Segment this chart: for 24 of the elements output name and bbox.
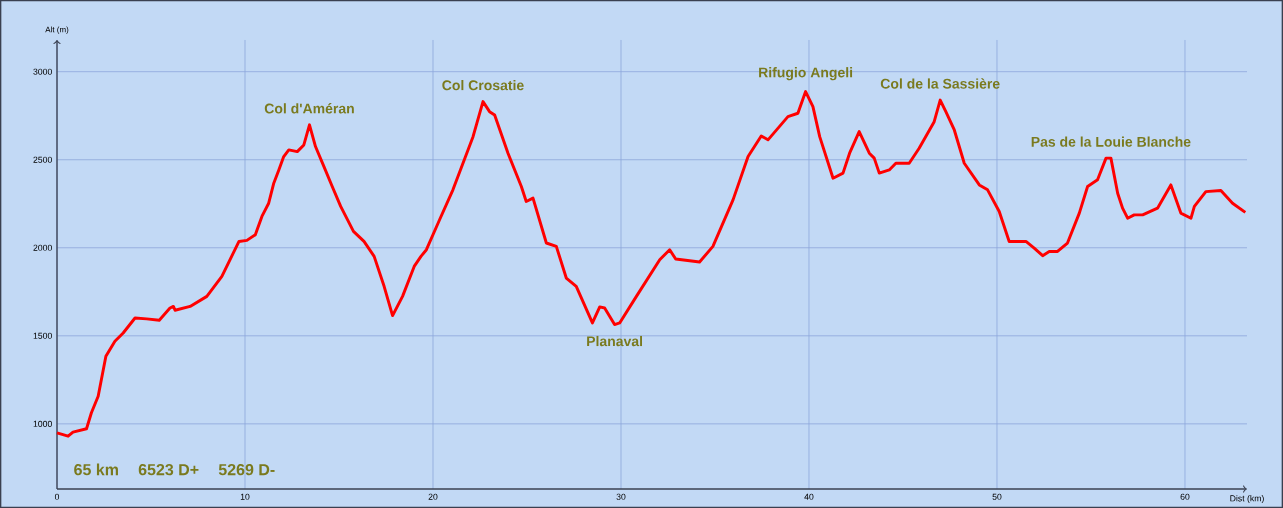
y-tick-label: 2000 <box>33 244 52 251</box>
annotation: 6523 D+ <box>138 463 199 476</box>
y-tick-label: 2500 <box>33 156 52 163</box>
x-tick-label: 10 <box>240 493 250 500</box>
annotation: Col d'Améran <box>264 103 354 114</box>
annotation: 5269 D- <box>218 463 275 476</box>
x-tick-label: 50 <box>992 493 1002 500</box>
annotation: Pas de la Louie Blanche <box>1031 136 1191 147</box>
x-tick-label: 0 <box>54 493 60 500</box>
annotation: Rifugio Angeli <box>759 67 853 81</box>
y-tick-label: 1500 <box>33 332 52 339</box>
line-series <box>55 90 1247 438</box>
y-axis-title: Alt (m) <box>45 26 69 34</box>
x-tick-label: 20 <box>428 493 438 500</box>
x-tick-label: 30 <box>616 493 626 500</box>
y-tick-label: 3000 <box>33 68 52 75</box>
x-axis-title: Dist (km) <box>1230 495 1264 504</box>
annotation: Col Crosatie <box>442 79 524 91</box>
annotation: Planaval <box>587 335 643 347</box>
x-tick-label: 40 <box>804 493 814 500</box>
annotation: 65 km <box>74 463 118 476</box>
annotation: Col de la Sassière <box>880 78 1000 89</box>
y-tick-label: 1000 <box>33 420 52 427</box>
x-tick-label: 60 <box>1180 493 1190 500</box>
